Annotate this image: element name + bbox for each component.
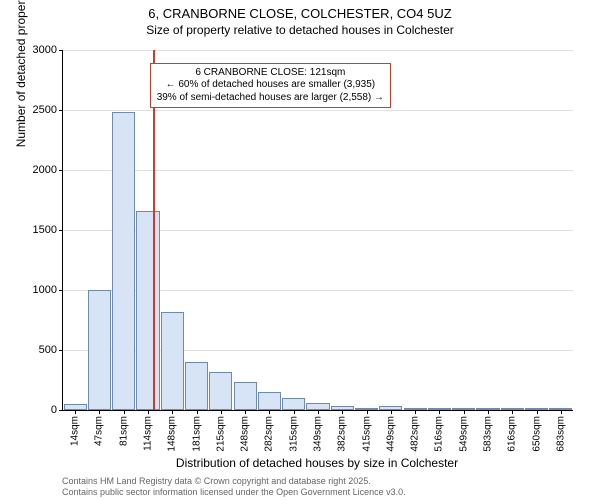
x-tick-label: 482sqm — [410, 416, 421, 452]
annotation-line-2: ← 60% of detached houses are smaller (3,… — [157, 79, 384, 92]
x-tick-mark — [197, 410, 198, 414]
x-tick-mark — [318, 410, 319, 414]
y-tick-label: 1500 — [33, 224, 57, 236]
y-tick-label: 0 — [51, 404, 57, 416]
grid-line — [63, 170, 573, 171]
x-tick-label: 248sqm — [240, 416, 251, 452]
x-tick-label: 583sqm — [483, 416, 494, 452]
histogram-bar — [161, 312, 184, 410]
histogram-bar — [136, 211, 159, 410]
x-tick-mark — [294, 410, 295, 414]
x-tick-label: 349sqm — [313, 416, 324, 452]
x-axis-label: Distribution of detached houses by size … — [62, 456, 572, 470]
x-tick-label: 282sqm — [264, 416, 275, 452]
x-tick-mark — [148, 410, 149, 414]
x-tick-mark — [269, 410, 270, 414]
x-tick-mark — [99, 410, 100, 414]
x-tick-label: 148sqm — [167, 416, 178, 452]
chart-subtitle: Size of property relative to detached ho… — [0, 23, 600, 41]
footer-line-2: Contains public sector information licen… — [62, 487, 406, 498]
x-tick-label: 516sqm — [434, 416, 445, 452]
x-tick-label: 616sqm — [507, 416, 518, 452]
y-tick-mark — [59, 410, 63, 411]
x-tick-mark — [124, 410, 125, 414]
y-tick-mark — [59, 230, 63, 231]
y-tick-mark — [59, 110, 63, 111]
x-tick-mark — [367, 410, 368, 414]
x-tick-label: 47sqm — [94, 416, 105, 446]
histogram-bar — [88, 290, 111, 410]
plot-area: 05001000150020002500300014sqm47sqm81sqm1… — [62, 50, 573, 411]
x-tick-mark — [75, 410, 76, 414]
x-tick-mark — [561, 410, 562, 414]
x-tick-mark — [464, 410, 465, 414]
footer-line-1: Contains HM Land Registry data © Crown c… — [62, 476, 406, 487]
histogram-bar — [282, 398, 305, 410]
footer-text: Contains HM Land Registry data © Crown c… — [62, 476, 406, 498]
histogram-bar — [185, 362, 208, 410]
y-tick-mark — [59, 350, 63, 351]
y-tick-label: 1000 — [33, 284, 57, 296]
chart-title: 6, CRANBORNE CLOSE, COLCHESTER, CO4 5UZ — [0, 0, 600, 23]
x-tick-label: 14sqm — [70, 416, 81, 446]
x-tick-label: 114sqm — [143, 416, 154, 451]
x-tick-label: 683sqm — [555, 416, 566, 452]
histogram-bar — [258, 392, 281, 410]
annotation-box: 6 CRANBORNE CLOSE: 121sqm← 60% of detach… — [150, 63, 391, 109]
x-tick-mark — [537, 410, 538, 414]
x-tick-mark — [415, 410, 416, 414]
y-tick-mark — [59, 290, 63, 291]
y-axis-label: Number of detached properties — [14, 0, 28, 147]
annotation-line-1: 6 CRANBORNE CLOSE: 121sqm — [157, 67, 384, 80]
x-tick-label: 415sqm — [361, 416, 372, 452]
x-tick-label: 449sqm — [385, 416, 396, 452]
x-tick-mark — [512, 410, 513, 414]
annotation-line-3: 39% of semi-detached houses are larger (… — [157, 92, 384, 105]
x-tick-mark — [172, 410, 173, 414]
x-tick-label: 315sqm — [288, 416, 299, 452]
chart-container: 6, CRANBORNE CLOSE, COLCHESTER, CO4 5UZ … — [0, 0, 600, 500]
x-tick-mark — [342, 410, 343, 414]
x-tick-mark — [391, 410, 392, 414]
x-tick-label: 81sqm — [118, 416, 129, 446]
x-tick-label: 215sqm — [215, 416, 226, 452]
x-tick-mark — [221, 410, 222, 414]
x-tick-label: 650sqm — [531, 416, 542, 452]
grid-line — [63, 50, 573, 51]
x-tick-label: 549sqm — [458, 416, 469, 452]
y-tick-mark — [59, 170, 63, 171]
y-tick-label: 2000 — [33, 164, 57, 176]
histogram-bar — [112, 112, 135, 410]
y-tick-label: 2500 — [33, 104, 57, 116]
x-tick-mark — [439, 410, 440, 414]
y-tick-label: 3000 — [33, 44, 57, 56]
x-tick-label: 181sqm — [191, 416, 202, 452]
grid-line — [63, 110, 573, 111]
y-tick-mark — [59, 50, 63, 51]
x-tick-mark — [245, 410, 246, 414]
histogram-bar — [209, 372, 232, 410]
histogram-bar — [306, 403, 329, 410]
histogram-bar — [234, 382, 257, 410]
x-tick-mark — [488, 410, 489, 414]
y-tick-label: 500 — [39, 344, 57, 356]
x-tick-label: 382sqm — [337, 416, 348, 452]
